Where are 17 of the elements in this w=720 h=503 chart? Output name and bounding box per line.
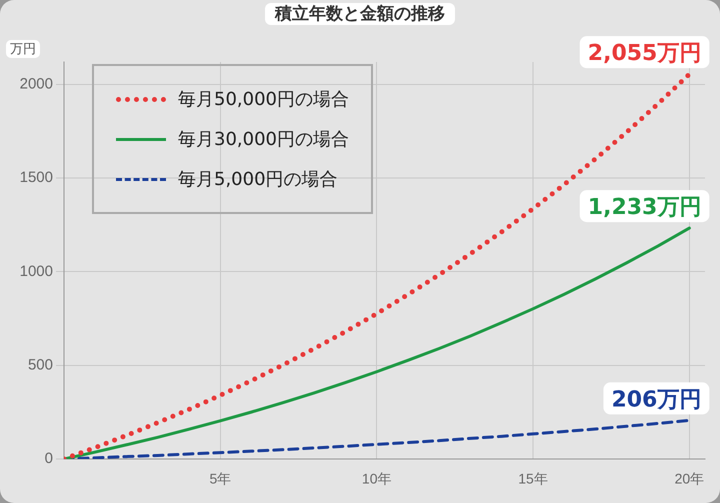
y-axis-title: 万円 <box>6 40 40 58</box>
x-tick-label: 20年 <box>674 470 704 486</box>
y-tick-label: 500 <box>28 356 53 374</box>
data-label: 206万円 <box>611 387 702 412</box>
x-tick-label: 10年 <box>362 470 392 486</box>
data-label: 1,233万円 <box>588 195 702 220</box>
y-tick-label: 2000 <box>20 76 53 93</box>
y-tick-label: 0 <box>44 450 53 468</box>
chart-title: 積立年数と金額の推移 <box>265 3 455 25</box>
x-tick-label: 5年 <box>209 470 232 486</box>
y-tick-label: 1000 <box>20 262 53 280</box>
data-label: 2,055万円 <box>588 41 702 66</box>
legend-label: 毎月30,000円の場合 <box>178 128 349 151</box>
legend-label: 毎月5,000円の場合 <box>178 168 338 191</box>
y-tick-label: 1500 <box>20 169 53 186</box>
x-tick-label: 15年 <box>518 470 548 486</box>
legend-label: 毎月50,000円の場合 <box>178 88 349 111</box>
